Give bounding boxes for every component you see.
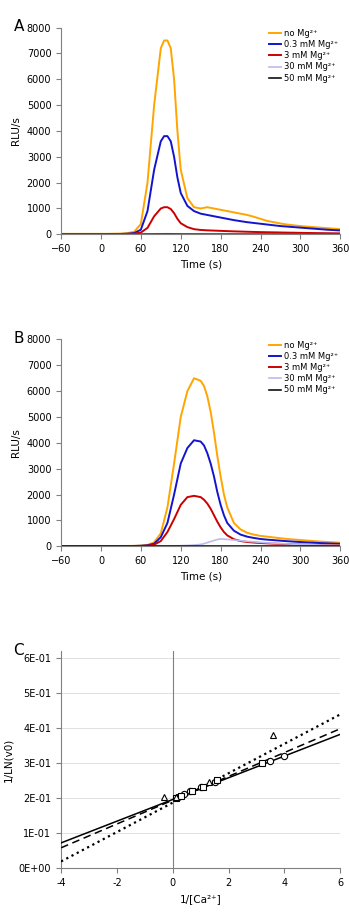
Y-axis label: RLU/s: RLU/s bbox=[11, 428, 21, 458]
Text: C: C bbox=[14, 642, 24, 658]
Legend: no Mg²⁺, 0.3 mM Mg²⁺, 3 mM Mg²⁺, 30 mM Mg²⁺, 50 mM Mg²⁺: no Mg²⁺, 0.3 mM Mg²⁺, 3 mM Mg²⁺, 30 mM M… bbox=[268, 29, 339, 83]
X-axis label: Time (s): Time (s) bbox=[180, 260, 222, 269]
X-axis label: 1/[Ca²⁺]: 1/[Ca²⁺] bbox=[180, 894, 222, 903]
Text: A: A bbox=[14, 19, 24, 34]
Legend: no Mg²⁺, 0.3 mM Mg²⁺, 3 mM Mg²⁺, 30 mM Mg²⁺, 50 mM Mg²⁺: no Mg²⁺, 0.3 mM Mg²⁺, 3 mM Mg²⁺, 30 mM M… bbox=[268, 341, 339, 394]
X-axis label: Time (s): Time (s) bbox=[180, 572, 222, 582]
Y-axis label: 1/LN(v0): 1/LN(v0) bbox=[3, 738, 13, 782]
Text: B: B bbox=[14, 331, 24, 346]
Y-axis label: RLU/s: RLU/s bbox=[11, 117, 21, 145]
